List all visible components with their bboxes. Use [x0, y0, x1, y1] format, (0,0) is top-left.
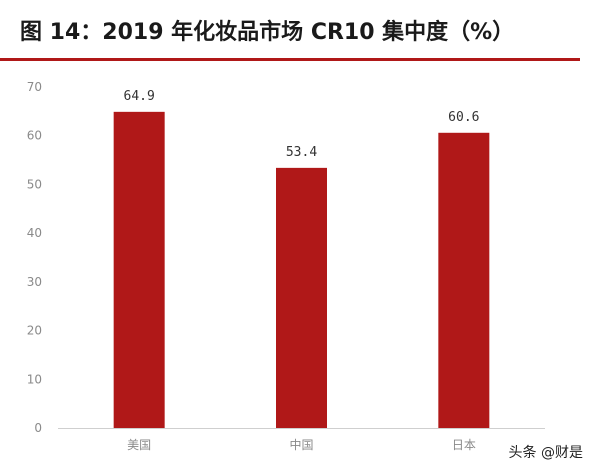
bars: [113, 111, 490, 428]
data-label: 60.6: [448, 110, 479, 125]
x-tick-label: 日本: [452, 438, 476, 452]
y-tick-label: 60: [27, 129, 42, 143]
y-tick-label: 0: [34, 421, 42, 435]
data-labels: 64.9 53.4 60.6: [124, 89, 480, 160]
y-tick-label: 10: [27, 372, 42, 386]
title-divider: [0, 58, 580, 61]
y-tick-label: 20: [27, 324, 42, 338]
bar: [113, 111, 165, 428]
data-label: 64.9: [124, 89, 155, 104]
x-axis: 美国 中国 日本: [127, 437, 476, 452]
bar: [276, 167, 327, 428]
y-tick-label: 30: [27, 275, 42, 289]
watermark: 头条 @财是: [508, 445, 583, 461]
data-label: 53.4: [286, 145, 317, 160]
y-tick-label: 70: [27, 80, 42, 94]
x-tick-label: 中国: [289, 437, 313, 452]
y-axis: 0 10 20 30 40 50 60 70: [27, 80, 42, 435]
bar: [438, 132, 490, 428]
y-tick-label: 50: [27, 177, 42, 191]
chart-title: 图 14：2019 年化妆品市场 CR10 集中度（%）: [20, 20, 515, 45]
x-tick-label: 美国: [127, 438, 151, 452]
y-tick-label: 40: [27, 226, 42, 240]
